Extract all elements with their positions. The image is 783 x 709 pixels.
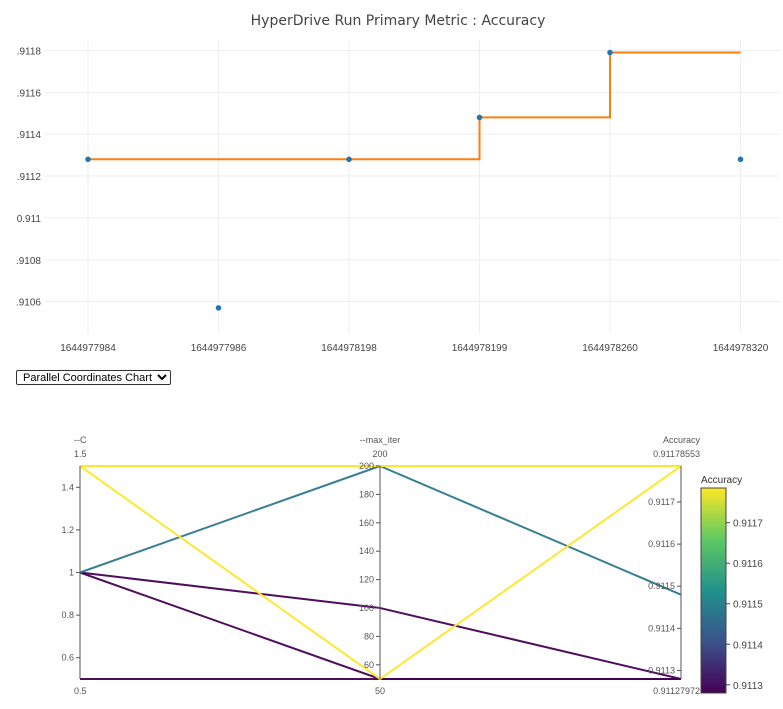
pc-tick-label: 1.2 [61,525,74,535]
colorbar-tick-label: 0.9116 [733,559,763,570]
pc-tick-label: 0.8 [61,610,74,620]
colorbar-tick-label: 0.9117 [733,519,763,530]
parallel-coordinates-chart: --C 1.5 0.5 0.6 0.8 1 1.2 1.4 --max_iter 200 50 60 8… [61,435,763,696]
pc-tick-label: 60 [364,660,374,670]
y-tick-label: .9116 [17,88,42,99]
pc-tick-label: 200 [359,461,374,471]
colorbar-tick-label: 0.9113 [733,681,763,692]
data-point [215,305,222,311]
pc-tick-label: 100 [359,603,374,613]
pc-axis-max-label: 0.91178553 [653,449,700,459]
pc-tick-label: 160 [359,518,374,528]
pc-axis-min-label: 50 [375,686,385,696]
y-tick-label: 0.911 [17,214,42,225]
x-tick-label: 1644978199 [452,343,508,354]
pc-tick-label: 80 [364,631,374,641]
y-axis: .9106 .9108 0.911 .9112 .9114 .9116 .9118 [16,46,41,308]
y-tick-label: .9118 [17,46,42,57]
pc-axis-min-label: 0.5 [74,686,87,696]
chart-type-select[interactable]: Parallel Coordinates Chart [16,370,171,385]
data-point [737,156,744,163]
y-tick-label: .9112 [17,172,42,183]
colorbar-tick-label: 0.9114 [733,640,763,651]
pc-tick-label: 1.4 [61,482,74,492]
pc-tick-label: 0.9113 [648,665,675,675]
pc-tick-label: 0.9114 [648,623,675,633]
pc-tick-label: 0.9115 [648,581,675,591]
y-tick-label: .9108 [16,256,41,267]
pc-tick-label: 180 [359,489,374,499]
x-axis: 1644977984 1644977986 1644978198 1644978199… [60,343,769,354]
x-tick-label: 1644977986 [191,343,247,354]
y-tick-label: .9114 [17,130,42,141]
pc-axis-max-label: 200 [372,449,387,459]
best-metric-line [88,51,741,161]
pc-axis-title: Accuracy [663,435,701,445]
pc-axis-title: --C [74,435,87,445]
primary-metric-chart: HyperDrive Run Primary Metric : Accuracy… [16,13,780,354]
x-tick-label: 1644978320 [713,343,769,354]
pc-tick-label: 0.9117 [648,497,675,507]
colorbar-gradient [700,487,727,694]
pc-axis-title: --max_iter [360,435,401,445]
colorbar: Accuracy 0.9113 0.9114 0.9115 0.9116 0.9117 [700,475,763,694]
pc-tick-label: 0.6 [61,653,74,663]
pc-axis-max-label: 1.5 [74,449,87,459]
colorbar-title: Accuracy [701,475,742,486]
pc-tick-label: 120 [359,575,374,585]
grid [45,40,780,333]
pc-tick-label: 140 [359,546,374,556]
data-point [476,114,483,121]
plot-area [85,49,744,311]
x-tick-label: 1644977984 [60,343,116,354]
pc-axis-min-label: 0.91127972 [653,686,700,696]
chart-title: HyperDrive Run Primary Metric : Accuracy [251,13,546,29]
data-point [346,156,352,163]
x-tick-label: 1644978260 [582,343,638,354]
y-tick-label: .9106 [16,298,41,309]
pc-axes: --C 1.5 0.5 0.6 0.8 1 1.2 1.4 --max_iter 200 50 60 8… [61,435,700,696]
x-tick-label: 1644978198 [321,343,377,354]
colorbar-ticks: 0.9113 0.9114 0.9115 0.9116 0.9117 [726,519,763,692]
pc-tick-label: 0.9116 [648,539,675,549]
colorbar-tick-label: 0.9115 [733,600,763,611]
pc-tick-label: 1 [69,568,74,578]
data-point [607,49,613,56]
data-point [85,156,91,163]
